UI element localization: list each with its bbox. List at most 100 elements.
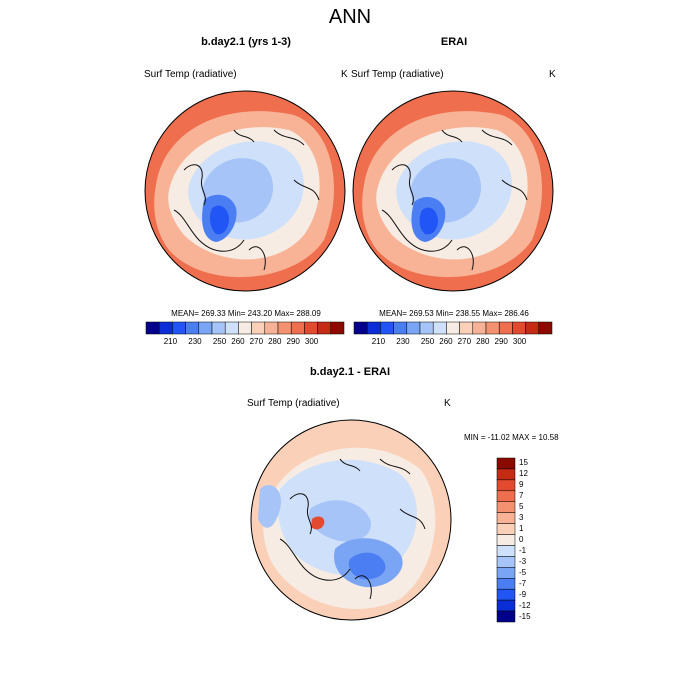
- colorbar-swatch: [496, 534, 516, 546]
- panel2-colorbar: [353, 321, 553, 335]
- colorbar-tick-label: 210: [163, 337, 178, 346]
- colorbar-swatch: [172, 321, 186, 335]
- colorbar-swatch: [224, 321, 239, 335]
- colorbar-swatch: [496, 457, 516, 470]
- colorbar-tick-label: 1: [519, 524, 524, 534]
- colorbar-tick-label: -7: [519, 578, 527, 588]
- panel3-field-neg-3: [309, 500, 371, 542]
- panel3-variable: Surf Temp (radiative): [247, 398, 340, 409]
- colorbar-swatch: [393, 321, 408, 335]
- colorbar-swatch: [496, 610, 516, 623]
- colorbar-swatch: [512, 321, 526, 335]
- colorbar-tick-label: 250: [212, 337, 227, 346]
- colorbar-tick-label: 270: [249, 337, 264, 346]
- colorbar-tick-label: 300: [304, 337, 319, 346]
- colorbar-tick-label: 230: [188, 337, 202, 346]
- panel2-polar-map: [352, 90, 554, 292]
- panel1-units: K: [341, 69, 348, 80]
- colorbar-swatch: [496, 588, 516, 601]
- colorbar-tick-label: 260: [231, 337, 245, 346]
- colorbar-swatch: [290, 321, 305, 335]
- colorbar-tick-label: 280: [268, 337, 282, 346]
- panel3-title: b.day2.1 - ERAI: [309, 366, 391, 378]
- panel1-field-greenland-core: [209, 205, 229, 235]
- colorbar-tick-label: -5: [519, 567, 527, 577]
- colorbar-swatch: [446, 321, 460, 335]
- colorbar-tick-label: 9: [519, 480, 524, 490]
- colorbar-tick-label: 12: [519, 469, 528, 479]
- panel1-variable: Surf Temp (radiative): [144, 69, 237, 80]
- colorbar-tick-label: 230: [396, 337, 410, 346]
- colorbar-tick-label: 270: [457, 337, 472, 346]
- colorbar-swatch: [158, 321, 173, 335]
- panel1-polar-map: [144, 90, 346, 292]
- panel2-stats: MEAN= 269.53 Min= 238.55 Max= 286.46: [379, 309, 529, 318]
- panel1-title: b.day2.1 (yrs 1-3): [201, 36, 291, 48]
- panel2-title: ERAI: [440, 36, 468, 48]
- colorbar-swatch: [264, 321, 279, 335]
- panel3-field-pos-hotspot: [311, 516, 325, 530]
- colorbar-tick-label: 250: [420, 337, 435, 346]
- panel3-stats: MIN = -11.02 MAX = 10.58: [464, 433, 559, 442]
- colorbar-swatch: [496, 512, 516, 524]
- colorbar-swatch: [496, 578, 516, 590]
- colorbar-swatch: [251, 321, 266, 335]
- colorbar-swatch: [238, 321, 252, 335]
- colorbar-swatch: [496, 567, 516, 579]
- colorbar-tick-label: -12: [519, 600, 531, 610]
- colorbar-swatch: [496, 501, 516, 513]
- colorbar-swatch: [304, 321, 318, 335]
- colorbar-swatch: [330, 321, 345, 335]
- colorbar-tick-label: 7: [519, 491, 524, 501]
- panel1-stats: MEAN= 269.33 Min= 243.20 Max= 288.09: [171, 309, 321, 318]
- panel1-coast-1: [173, 129, 320, 271]
- colorbar-swatch: [496, 479, 516, 492]
- colorbar-tick-label: 280: [476, 337, 490, 346]
- colorbar-tick-label: -3: [519, 556, 527, 566]
- colorbar-swatch: [496, 468, 516, 481]
- colorbar-swatch: [459, 321, 474, 335]
- colorbar-swatch: [211, 321, 226, 335]
- colorbar-swatch: [419, 321, 434, 335]
- colorbar-tick-label: -9: [519, 589, 527, 599]
- panel2-units: K: [549, 69, 556, 80]
- colorbar-swatch: [185, 321, 200, 335]
- colorbar-tick-label: 290: [494, 337, 508, 346]
- panel3-colorbar-ticks: 15 12 9 7 5 3 1 0 -1 -3 -5 -7 -9 -12 -15: [519, 458, 549, 622]
- colorbar-swatch: [485, 321, 500, 335]
- colorbar-tick-label: 290: [286, 337, 300, 346]
- colorbar-tick-label: 0: [519, 535, 524, 544]
- colorbar-swatch: [277, 321, 292, 335]
- colorbar-swatch: [432, 321, 447, 335]
- panel3-polar-map: [250, 419, 452, 621]
- panel3-field-neg-core: [348, 552, 386, 580]
- colorbar-swatch: [496, 599, 516, 612]
- colorbar-swatch: [498, 321, 513, 335]
- colorbar-tick-label: -1: [519, 545, 527, 555]
- colorbar-swatch: [496, 545, 516, 557]
- colorbar-swatch: [145, 321, 160, 335]
- colorbar-swatch: [198, 321, 213, 335]
- colorbar-swatch: [496, 556, 516, 568]
- panel2-coast-1: [381, 129, 528, 271]
- colorbar-tick-label: 210: [371, 337, 386, 346]
- colorbar-tick-label: 5: [519, 502, 524, 512]
- panel3-colorbar: [496, 457, 516, 623]
- panel2-colorbar-ticks: 210 230 250 260 270 280 290 300: [354, 337, 552, 349]
- colorbar-swatch: [525, 321, 540, 335]
- panel3-field-neg-2: [258, 485, 281, 528]
- colorbar-tick-label: 15: [519, 458, 528, 468]
- colorbar-swatch: [353, 321, 368, 335]
- colorbar-swatch: [366, 321, 381, 335]
- colorbar-swatch: [496, 490, 516, 502]
- panel3-units: K: [444, 398, 451, 409]
- panel1-colorbar-ticks: 210 230 250 260 270 280 290 300: [146, 337, 344, 349]
- colorbar-swatch: [380, 321, 394, 335]
- colorbar-tick-label: 3: [519, 513, 524, 523]
- colorbar-tick-label: 260: [439, 337, 453, 346]
- colorbar-swatch: [496, 523, 516, 535]
- panel3-coast-1: [279, 458, 426, 600]
- colorbar-swatch: [538, 321, 553, 335]
- colorbar-swatch: [406, 321, 421, 335]
- colorbar-swatch: [317, 321, 332, 335]
